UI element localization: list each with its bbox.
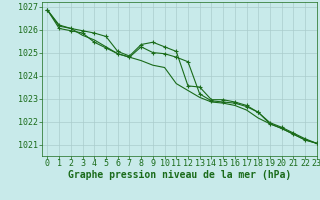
X-axis label: Graphe pression niveau de la mer (hPa): Graphe pression niveau de la mer (hPa) — [68, 170, 291, 180]
